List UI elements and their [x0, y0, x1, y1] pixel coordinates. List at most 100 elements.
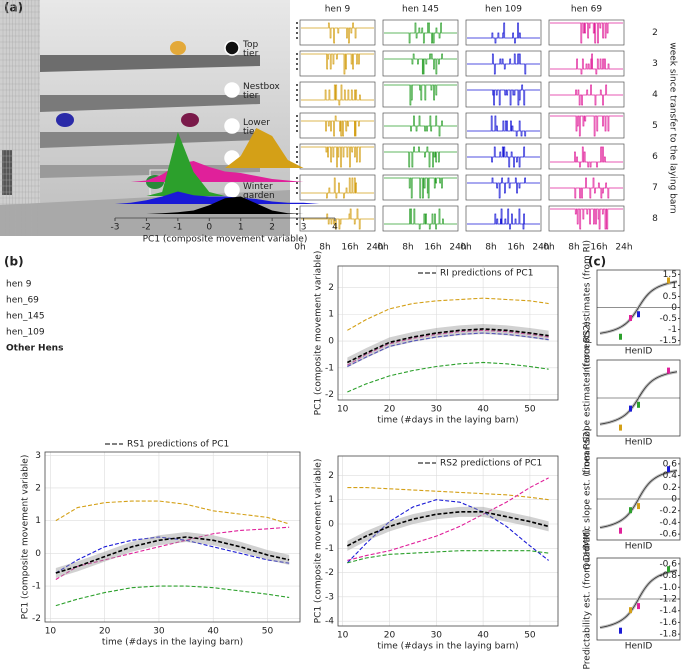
tier-dot — [296, 218, 298, 220]
x-tick-label: 50 — [524, 631, 536, 641]
hour-label: 8h — [402, 243, 413, 253]
ridge-xlabel: PC1 (composite movement variable) — [143, 235, 308, 245]
tier-dot — [296, 125, 298, 127]
y-tick-label: 0 — [328, 337, 334, 347]
x-tick-label: 3 — [301, 223, 307, 233]
x-tick-label: 10 — [337, 405, 349, 415]
estimate-curve — [599, 569, 678, 629]
week-axis-label: week since transfer to the laying barn — [668, 42, 678, 213]
activity-cell — [382, 112, 459, 139]
y-tick-label: 0.5 — [663, 292, 677, 302]
tier-label: Top tier — [242, 40, 259, 59]
tier-dot — [296, 32, 298, 34]
y-axis-label: Predictability est. (from DHMM) — [583, 529, 593, 669]
y-tick-label: 0 — [328, 520, 334, 530]
activity-cell — [465, 174, 542, 201]
activity-cell — [382, 143, 459, 170]
density-ridge — [115, 128, 335, 168]
activity-trace — [467, 146, 540, 168]
barn-illustration — [0, 0, 290, 236]
x-tick-label: 20 — [384, 405, 396, 415]
hour-label: 24h — [449, 243, 466, 253]
activity-trace — [550, 177, 623, 199]
y-tick-label: -1.2 — [659, 595, 677, 605]
activity-cell — [382, 19, 459, 46]
x-axis-label: time (#days in the laying barn) — [377, 642, 518, 652]
activity-trace — [467, 177, 540, 199]
x-axis-label: HenID — [625, 347, 653, 357]
y-tick-label: 0.4 — [663, 471, 678, 481]
activity-trace — [384, 146, 457, 168]
x-axis-label: HenID — [625, 642, 653, 652]
activity-cell — [465, 50, 542, 77]
legend-label: RS2 predictions of PC1 — [440, 459, 542, 469]
week-label: 4 — [652, 90, 658, 100]
activity-trace — [467, 22, 540, 44]
tier-dot — [296, 58, 298, 60]
tier-marker — [224, 40, 240, 56]
prediction-line — [347, 550, 549, 564]
y-tick-label: 2 — [328, 283, 334, 293]
activity-cell — [299, 81, 376, 108]
week-label: 2 — [652, 28, 658, 38]
x-tick-label: -2 — [142, 223, 151, 233]
activity-cell — [299, 205, 376, 232]
y-axis-label: Quadratic slope est. (from RS2) — [583, 428, 593, 570]
x-tick-label: 4 — [332, 223, 338, 233]
y-tick-label: -1.0 — [659, 583, 677, 593]
y-tick-label: -0.4 — [659, 518, 677, 528]
y-tick-label: -0.6 — [659, 530, 677, 540]
y-tick-label: -1 — [668, 325, 677, 335]
confidence-band — [347, 506, 549, 551]
tier-dot — [296, 223, 298, 225]
activity-cell — [548, 112, 625, 139]
tier-marker — [224, 118, 240, 134]
panel-label: (c) — [588, 255, 606, 269]
hour-label: 16h — [341, 243, 358, 253]
estimate-curve — [599, 281, 678, 334]
y-tick-label: 3 — [35, 451, 41, 461]
plot-frame — [337, 455, 559, 627]
y-axis-label: PC1 (composite movement variable) — [314, 459, 324, 624]
tier-dot — [296, 156, 298, 158]
y-tick-label: -2 — [325, 390, 334, 400]
highlight — [637, 401, 640, 408]
highlight — [667, 277, 670, 284]
x-tick-label: 30 — [153, 627, 165, 637]
x-axis-label: time (#days in the laying barn) — [102, 638, 243, 648]
activity-trace — [467, 115, 540, 137]
activity-cell — [548, 50, 625, 77]
plot-frame — [44, 451, 301, 623]
x-tick-label: 1 — [238, 223, 244, 233]
y-tick-label: -0.8 — [659, 571, 677, 581]
x-axis-label: time (#days in the laying barn) — [377, 416, 518, 426]
activity-trace — [550, 22, 623, 44]
hen-title: hen 9 — [325, 5, 351, 15]
density-ridge — [115, 196, 335, 214]
tier-label: Lower tier — [243, 118, 270, 137]
y-tick-label: 0.6 — [663, 459, 678, 469]
x-tick-label: 30 — [431, 405, 443, 415]
ridge-label: Other Hens — [6, 344, 63, 354]
tier-dot — [296, 89, 298, 91]
tier-dot — [296, 161, 298, 163]
activity-trace — [301, 208, 374, 230]
tier-dot — [296, 187, 298, 189]
activity-trace — [384, 53, 457, 75]
tier-dot — [296, 151, 298, 153]
activity-trace — [301, 84, 374, 106]
hour-label: 16h — [590, 243, 607, 253]
legend-label: RS1 predictions of PC1 — [127, 440, 229, 450]
hour-label: 0h — [377, 243, 388, 253]
prediction-line — [347, 332, 549, 367]
y-tick-label: 1 — [328, 310, 334, 320]
density-ridge — [115, 132, 335, 196]
activity-cell — [465, 205, 542, 232]
activity-trace — [384, 115, 457, 137]
activity-trace — [550, 115, 623, 137]
activity-cell — [465, 112, 542, 139]
x-tick-label: -1 — [173, 223, 182, 233]
x-tick-label: 30 — [431, 631, 443, 641]
activity-trace — [384, 208, 457, 230]
